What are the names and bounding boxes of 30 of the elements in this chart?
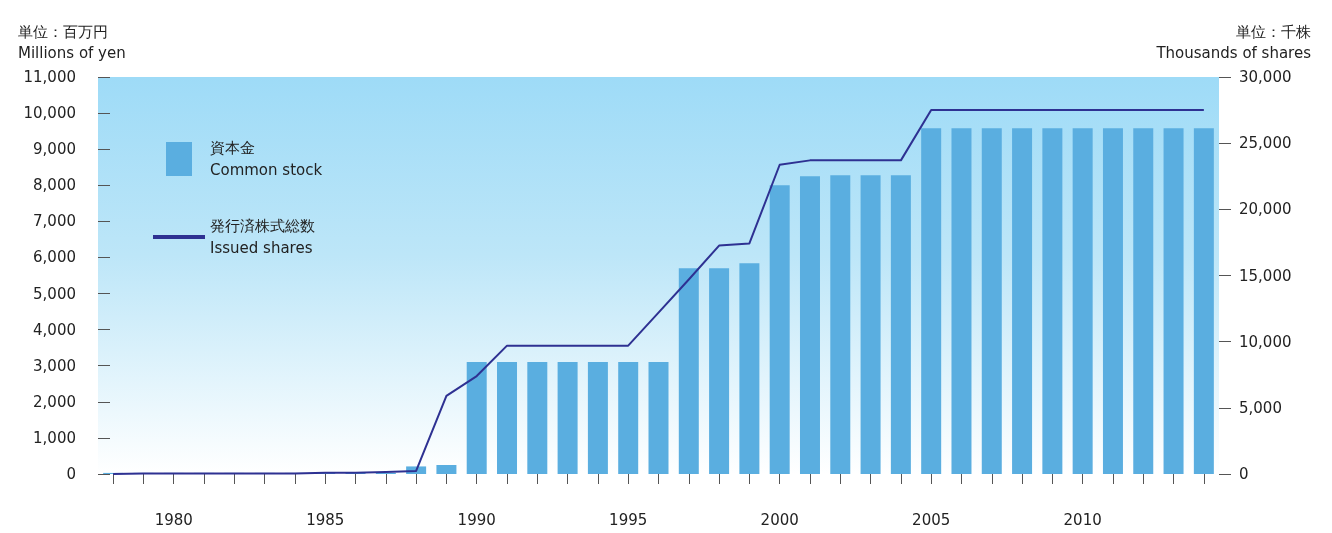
- y2-tick-label: 5,000: [1239, 398, 1282, 417]
- y-tick-label: 0: [66, 465, 76, 483]
- y2-tick-label: 15,000: [1239, 266, 1292, 285]
- y-tick-label: 3,000: [33, 356, 76, 375]
- y2-tick-label: 10,000: [1239, 332, 1292, 351]
- x-tick-label: 2010: [1063, 510, 1102, 529]
- y-axis-title: 単位：百万円 Millions of yen: [18, 22, 126, 62]
- y-tick-label: 11,000: [23, 68, 76, 86]
- y2-tick-label: 25,000: [1239, 134, 1292, 153]
- y2-tick-label: 0: [1239, 465, 1249, 483]
- x-tick-label: 1980: [154, 510, 193, 529]
- y2-tick-label: 20,000: [1239, 200, 1292, 219]
- y-tick-label: 6,000: [33, 248, 76, 267]
- x-tick-label: 2000: [760, 510, 799, 529]
- y-tick-label: 10,000: [23, 104, 76, 123]
- y-tick-label: 4,000: [33, 320, 76, 339]
- y-tick-label: 8,000: [33, 176, 76, 195]
- y-tick-label: 1,000: [33, 428, 76, 447]
- x-tick-label: 1985: [306, 510, 345, 529]
- legend-label: 資本金 Common stock: [210, 139, 323, 179]
- y-tick-label: 5,000: [33, 284, 76, 303]
- x-tick-label: 2005: [912, 510, 951, 529]
- x-tick-label: 1990: [457, 510, 496, 529]
- y-tick-label: 7,000: [33, 212, 76, 231]
- y2-tick-label: 30,000: [1239, 68, 1292, 86]
- legend-label: 発行済株式総数 Issued shares: [210, 217, 315, 257]
- y2-axis-title: 単位：千株 Thousands of shares: [1155, 22, 1312, 62]
- y-tick-label: 2,000: [33, 392, 76, 411]
- y-tick-label: 9,000: [33, 140, 76, 159]
- x-tick-label: 1995: [609, 510, 648, 529]
